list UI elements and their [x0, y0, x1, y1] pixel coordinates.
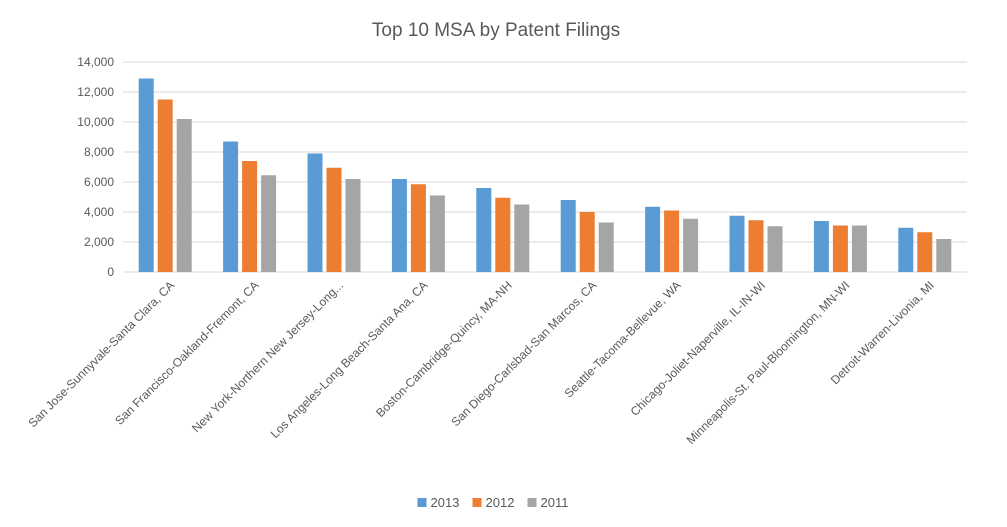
category-label: Chicago-Joliet-Naperville, IL-IN-WI — [628, 278, 769, 419]
bar-2013 — [223, 141, 239, 272]
bar-2011 — [176, 119, 192, 272]
bar-2011 — [936, 239, 952, 272]
legend-swatch-2012 — [472, 498, 482, 507]
chart-title: Top 10 MSA by Patent Filings — [372, 20, 620, 41]
bar-2012 — [326, 167, 342, 272]
bar-2013 — [898, 227, 914, 272]
y-tick-label: 12,000 — [77, 85, 114, 99]
y-axis-ticks: 0 2,000 4,000 6,000 8,000 10,000 12,000 14,000 — [77, 55, 114, 279]
bar-2013 — [138, 78, 154, 272]
y-tick-label: 2,000 — [84, 235, 114, 249]
bar-2012 — [664, 210, 680, 272]
y-tick-label: 14,000 — [77, 55, 114, 69]
bar-2012 — [832, 225, 848, 272]
category-label: Los Angeles-Long Beach-Santa Ana, CA — [268, 278, 431, 441]
bar-2012 — [748, 220, 764, 272]
y-tick-label: 8,000 — [84, 145, 114, 159]
bar-2011 — [345, 179, 361, 272]
bar-2012 — [579, 212, 595, 272]
bar-2013 — [813, 221, 829, 272]
legend-label-2013: 2013 — [431, 495, 460, 510]
category-label: Boston-Cambridge-Quincy, MA-NH — [373, 278, 515, 420]
category-label: San Jose-Sunnyvale-Santa Clara, CA — [25, 278, 177, 430]
category-label: San Francisco-Oakland-Fremont, CA — [112, 278, 261, 427]
bar-2011 — [429, 195, 445, 272]
y-tick-label: 4,000 — [84, 205, 114, 219]
legend-swatch-2011 — [527, 498, 537, 507]
bar-2011 — [767, 226, 783, 272]
bar-2011 — [851, 225, 867, 272]
bar-2013 — [560, 200, 576, 272]
category-label: New York-Northern New Jersey-Long... — [189, 278, 346, 435]
bar-2011 — [683, 218, 699, 272]
bar-2011 — [598, 222, 614, 272]
bar-2012 — [157, 99, 173, 272]
legend-label-2012: 2012 — [486, 495, 515, 510]
bar-2011 — [514, 204, 530, 272]
bar-2013 — [307, 153, 323, 272]
bar-2012 — [242, 161, 258, 272]
legend: 2013 2012 2011 — [417, 495, 569, 510]
legend-label-2011: 2011 — [541, 495, 569, 510]
bar-2013 — [729, 215, 745, 272]
legend-swatch-2013 — [417, 498, 427, 507]
category-label: San Diego-Carlsbad-San Marcos, CA — [448, 278, 599, 429]
bar-2012 — [495, 197, 511, 272]
category-label: Minneapolis-St. Paul-Bloomington, MN-WI — [684, 278, 853, 447]
bar-2011 — [261, 175, 277, 272]
bar-2012 — [410, 184, 426, 272]
bar-2013 — [645, 206, 661, 272]
y-tick-label: 6,000 — [84, 175, 114, 189]
y-tick-label: 10,000 — [77, 115, 114, 129]
bar-2013 — [476, 188, 492, 272]
bar-2012 — [917, 232, 933, 272]
y-tick-label: 0 — [107, 265, 114, 279]
bar-2013 — [391, 179, 407, 272]
bars — [138, 78, 952, 272]
